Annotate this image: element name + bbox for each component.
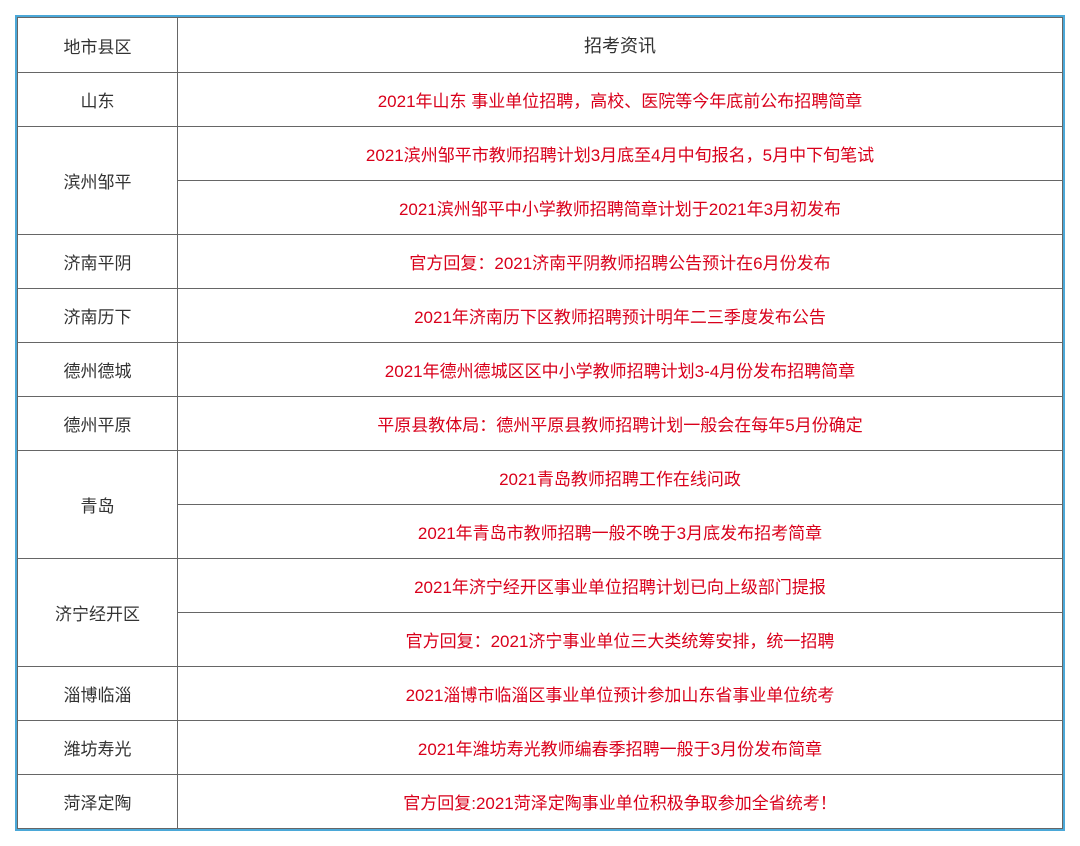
region-cell: 济宁经开区: [18, 559, 178, 667]
region-cell: 菏泽定陶: [18, 775, 178, 829]
header-region: 地市县区: [18, 18, 178, 73]
table-row: 德州德城2021年德州德城区区中小学教师招聘计划3-4月份发布招聘简章: [18, 343, 1063, 397]
region-cell: 济南平阴: [18, 235, 178, 289]
recruitment-table: 地市县区 招考资讯 山东2021年山东 事业单位招聘，高校、医院等今年底前公布招…: [17, 17, 1063, 829]
info-cell[interactable]: 官方回复：2021济宁事业单位三大类统筹安排，统一招聘: [178, 613, 1063, 667]
info-cell[interactable]: 2021滨州邹平中小学教师招聘简章计划于2021年3月初发布: [178, 181, 1063, 235]
info-cell[interactable]: 官方回复：2021济南平阴教师招聘公告预计在6月份发布: [178, 235, 1063, 289]
info-cell[interactable]: 2021年济南历下区教师招聘预计明年二三季度发布公告: [178, 289, 1063, 343]
region-cell: 淄博临淄: [18, 667, 178, 721]
table-row: 济南平阴官方回复：2021济南平阴教师招聘公告预计在6月份发布: [18, 235, 1063, 289]
table-row: 淄博临淄2021淄博市临淄区事业单位预计参加山东省事业单位统考: [18, 667, 1063, 721]
table-row: 济南历下2021年济南历下区教师招聘预计明年二三季度发布公告: [18, 289, 1063, 343]
info-cell[interactable]: 平原县教体局：德州平原县教师招聘计划一般会在每年5月份确定: [178, 397, 1063, 451]
info-cell[interactable]: 2021年济宁经开区事业单位招聘计划已向上级部门提报: [178, 559, 1063, 613]
info-cell[interactable]: 2021淄博市临淄区事业单位预计参加山东省事业单位统考: [178, 667, 1063, 721]
info-cell[interactable]: 2021年潍坊寿光教师编春季招聘一般于3月份发布简章: [178, 721, 1063, 775]
info-cell[interactable]: 2021年青岛市教师招聘一般不晚于3月底发布招考简章: [178, 505, 1063, 559]
table-row: 德州平原平原县教体局：德州平原县教师招聘计划一般会在每年5月份确定: [18, 397, 1063, 451]
table-row: 青岛2021青岛教师招聘工作在线问政: [18, 451, 1063, 505]
table-row: 菏泽定陶官方回复:2021菏泽定陶事业单位积极争取参加全省统考！: [18, 775, 1063, 829]
table-row: 潍坊寿光2021年潍坊寿光教师编春季招聘一般于3月份发布简章: [18, 721, 1063, 775]
region-cell: 滨州邹平: [18, 127, 178, 235]
region-cell: 德州德城: [18, 343, 178, 397]
info-cell[interactable]: 2021滨州邹平市教师招聘计划3月底至4月中旬报名，5月中下旬笔试: [178, 127, 1063, 181]
recruitment-table-container: 地市县区 招考资讯 山东2021年山东 事业单位招聘，高校、医院等今年底前公布招…: [15, 15, 1065, 831]
table-row: 山东2021年山东 事业单位招聘，高校、医院等今年底前公布招聘简章: [18, 73, 1063, 127]
table-header-row: 地市县区 招考资讯: [18, 18, 1063, 73]
region-cell: 德州平原: [18, 397, 178, 451]
info-cell[interactable]: 官方回复:2021菏泽定陶事业单位积极争取参加全省统考！: [178, 775, 1063, 829]
table-body: 山东2021年山东 事业单位招聘，高校、医院等今年底前公布招聘简章滨州邹平202…: [18, 73, 1063, 829]
info-cell[interactable]: 2021年山东 事业单位招聘，高校、医院等今年底前公布招聘简章: [178, 73, 1063, 127]
region-cell: 济南历下: [18, 289, 178, 343]
region-cell: 潍坊寿光: [18, 721, 178, 775]
table-row: 滨州邹平2021滨州邹平市教师招聘计划3月底至4月中旬报名，5月中下旬笔试: [18, 127, 1063, 181]
region-cell: 山东: [18, 73, 178, 127]
table-row: 济宁经开区2021年济宁经开区事业单位招聘计划已向上级部门提报: [18, 559, 1063, 613]
header-info: 招考资讯: [178, 18, 1063, 73]
region-cell: 青岛: [18, 451, 178, 559]
info-cell[interactable]: 2021年德州德城区区中小学教师招聘计划3-4月份发布招聘简章: [178, 343, 1063, 397]
info-cell[interactable]: 2021青岛教师招聘工作在线问政: [178, 451, 1063, 505]
